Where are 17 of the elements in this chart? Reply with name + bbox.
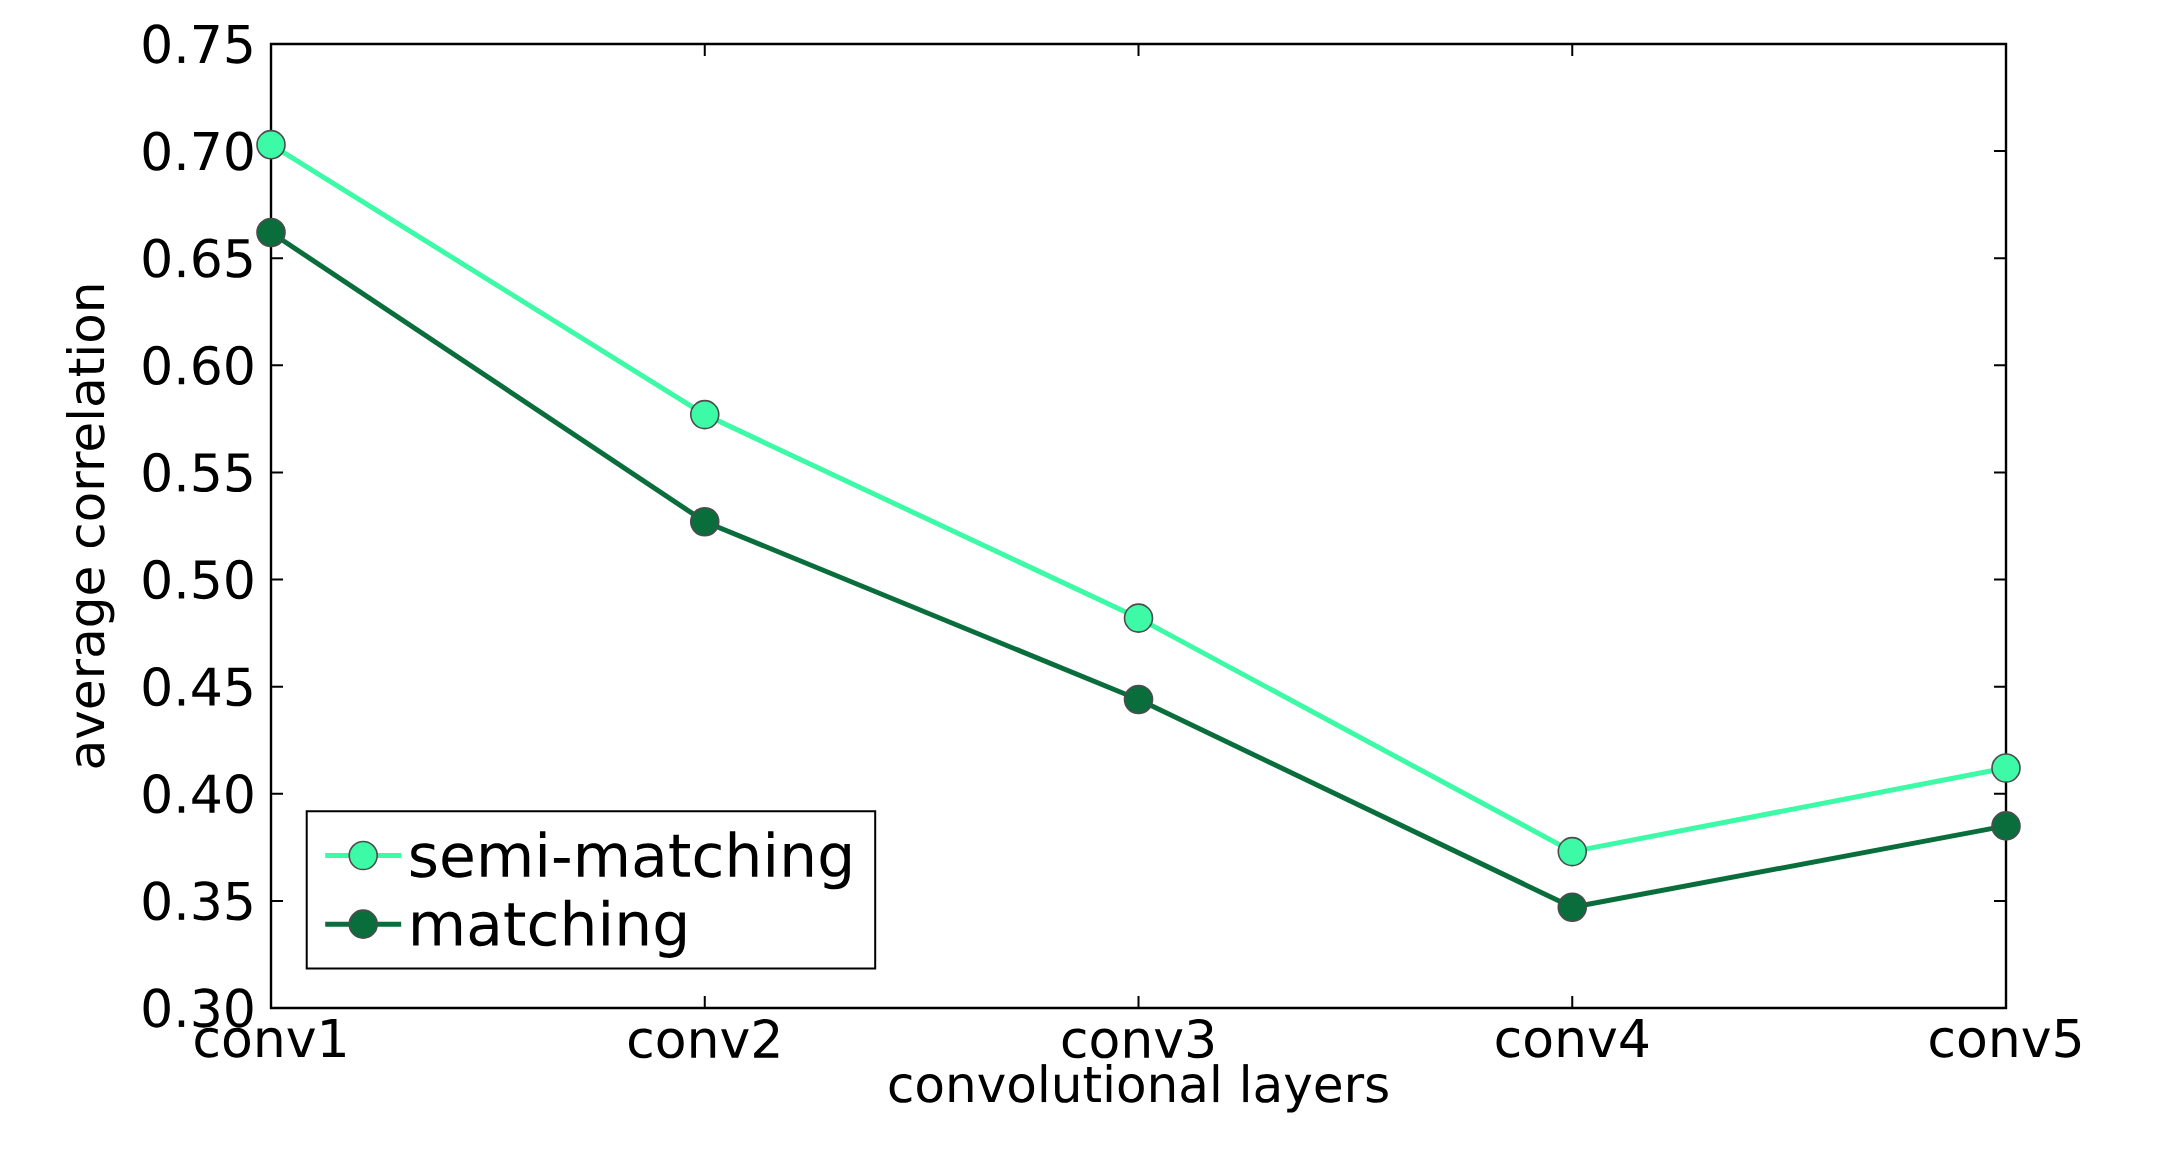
y-tick-label: 0.35 — [143, 881, 252, 921]
y-tick-label: 0.70 — [143, 131, 253, 171]
y-tick-label: 0.50 — [143, 559, 253, 600]
x-tick-label: conv2 — [629, 1019, 779, 1059]
x-tick-label: conv3 — [1062, 1019, 1213, 1059]
y-axis-title: average correlation — [66, 285, 115, 768]
y-tick-label: 0.65 — [143, 238, 252, 278]
y-tick-label: 0.40 — [143, 774, 253, 814]
legend-label: semi-matching — [410, 831, 850, 890]
y-tick-label: 0.75 — [143, 24, 252, 64]
x-axis-title: convolutional layers — [889, 1064, 1388, 1113]
y-tick-label: 0.55 — [143, 452, 252, 493]
y-tick-label: 0.45 — [143, 666, 252, 707]
y-tick-label: 0.60 — [143, 345, 253, 385]
legend-label: matching — [413, 899, 685, 958]
x-tick-label: conv5 — [1930, 1019, 2081, 1058]
x-tick-label: conv4 — [1496, 1019, 1648, 1058]
